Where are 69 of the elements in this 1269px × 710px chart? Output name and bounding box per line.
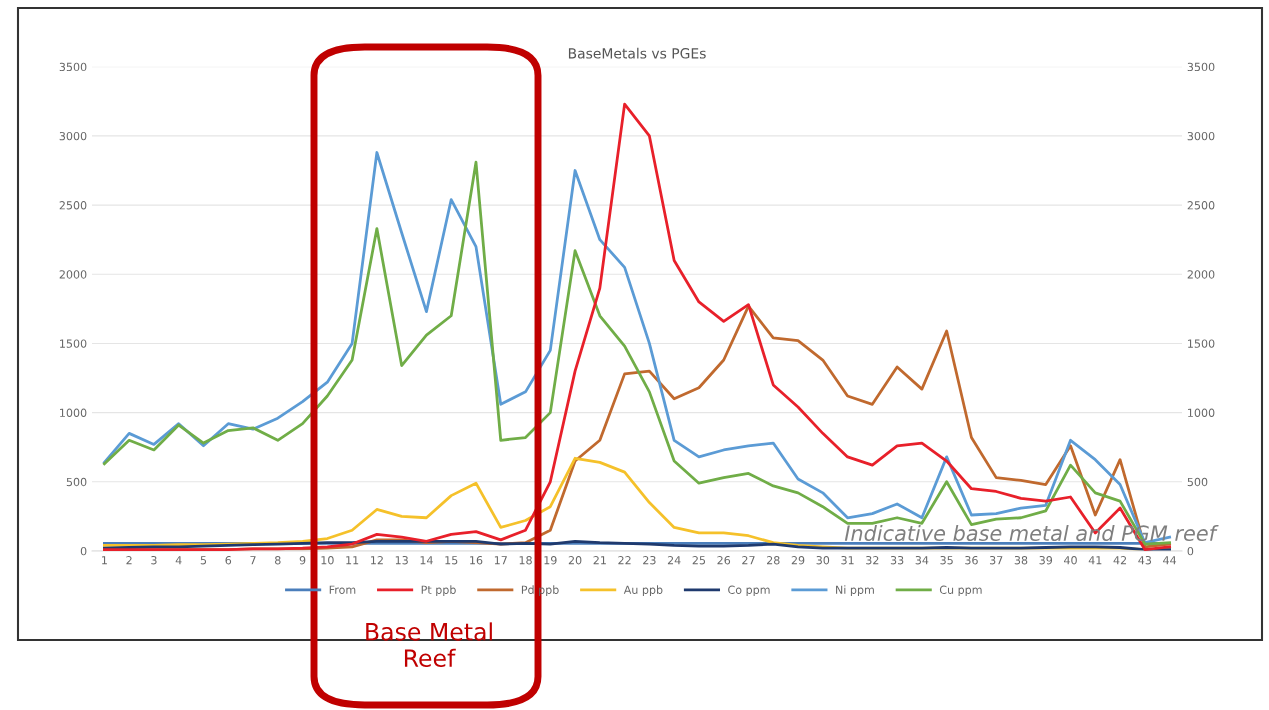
x-tick-label: 7 — [250, 556, 256, 565]
x-tick-label: 28 — [766, 556, 780, 565]
x-tick-label: 11 — [346, 556, 359, 565]
x-tick-label: 12 — [371, 556, 383, 565]
x-tick-label: 22 — [618, 556, 631, 565]
x-tick-label: 30 — [816, 556, 830, 565]
y2-tick-label: 1000 — [1188, 408, 1215, 417]
x-tick-label: 42 — [1113, 556, 1127, 565]
y-tick-label: 2500 — [59, 201, 87, 210]
x-tick-label: 44 — [1163, 556, 1177, 565]
x-tick-label: 38 — [1014, 556, 1028, 565]
legend-label: Pt ppb — [421, 585, 456, 597]
y-tick-label: 0 — [80, 546, 87, 556]
x-tick-label: 14 — [420, 556, 433, 565]
x-tick-label: 20 — [568, 556, 582, 565]
line-series — [103, 539, 1171, 551]
x-tick-label: 19 — [544, 556, 557, 565]
y-tick-label: 2000 — [59, 270, 87, 279]
x-tick-label: 39 — [1039, 556, 1053, 565]
x-tick-label: 9 — [299, 556, 306, 565]
y-tick-label: 3500 — [59, 62, 87, 72]
x-tick-label: 18 — [519, 556, 532, 565]
x-tick-label: 32 — [866, 556, 879, 565]
text: Base Metal Reef — [366, 622, 492, 668]
legend-label: From — [329, 585, 356, 594]
y-tick-label: 3000 — [59, 131, 87, 141]
x-tick-label: 40 — [1064, 556, 1077, 565]
x-tick-label: 27 — [742, 556, 755, 565]
x-tick-label: 43 — [1138, 556, 1152, 565]
x-tick-label: 10 — [321, 556, 334, 565]
x-tick-label: 41 — [1088, 556, 1102, 565]
x-tick-label: 21 — [593, 556, 606, 565]
x-tick-label: 4 — [175, 556, 182, 565]
x-tick-label: 34 — [915, 556, 929, 565]
y2-tick-label: 500 — [1187, 477, 1208, 487]
x-tick-label: 23 — [643, 556, 656, 565]
x-tick-label: 6 — [225, 556, 232, 565]
legend-label: Cu ppm — [939, 585, 982, 597]
chart-title: BaseMetals vs PGEs — [568, 47, 706, 59]
x-tick-label: 36 — [965, 556, 978, 565]
x-tick-label: 3 — [151, 556, 157, 565]
y2-tick-label: 3500 — [1187, 62, 1215, 72]
x-tick-label: 5 — [200, 556, 207, 565]
x-tick-label: 25 — [692, 556, 706, 565]
legend-label: Co ppm — [728, 585, 770, 597]
x-tick-label: 17 — [494, 556, 507, 565]
y-tick-label: 1000 — [60, 408, 87, 417]
x-tick-label: 13 — [395, 556, 408, 565]
legend-label: Au ppb — [623, 585, 663, 597]
x-tick-label: 15 — [445, 556, 458, 565]
y2-tick-label: 0 — [1187, 546, 1194, 556]
x-tick-label: 16 — [470, 556, 483, 565]
y-tick-label: 1500 — [60, 339, 87, 348]
x-tick-label: 24 — [667, 556, 681, 565]
x-tick-label: 2 — [126, 556, 132, 565]
x-tick-label: 1 — [102, 556, 107, 565]
y2-tick-label: 1500 — [1188, 339, 1215, 348]
y2-tick-label: 2500 — [1187, 201, 1215, 210]
y2-tick-label: 2000 — [1187, 270, 1215, 279]
y-tick-label: 500 — [66, 477, 87, 487]
x-tick-label: 33 — [890, 556, 904, 565]
x-tick-label: 37 — [989, 556, 1003, 565]
legend-label: Ni ppm — [836, 585, 874, 597]
y2-tick-label: 3000 — [1187, 131, 1215, 141]
x-tick-label: 29 — [791, 556, 805, 565]
x-tick-label: 8 — [275, 556, 281, 565]
x-tick-label: 26 — [717, 556, 731, 565]
x-tick-label: 35 — [940, 556, 953, 565]
x-tick-label: 31 — [841, 556, 854, 565]
